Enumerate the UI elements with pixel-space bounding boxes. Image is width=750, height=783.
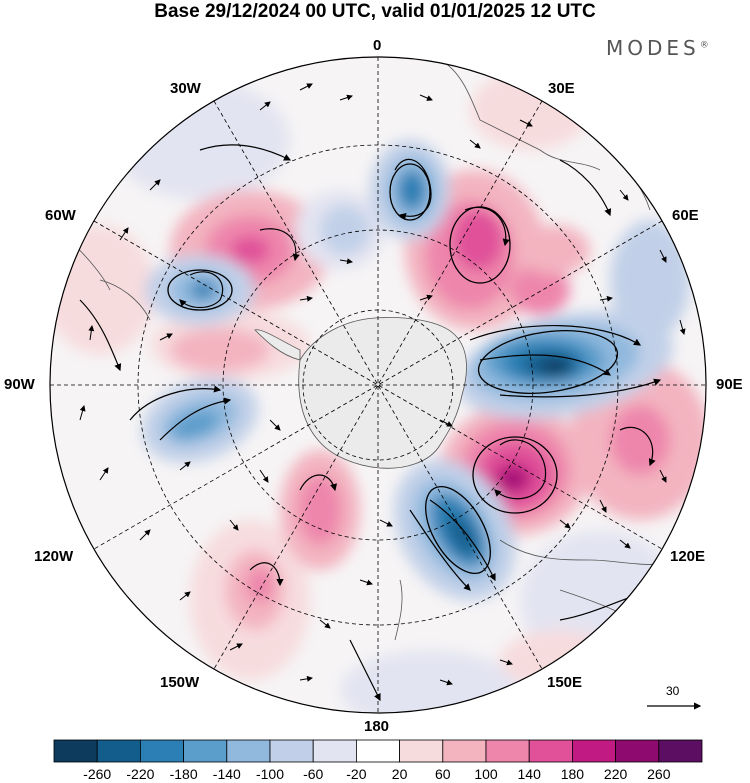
colorbar-tick-label: 100 (474, 766, 498, 782)
lon-label-90w: 90W (4, 376, 35, 393)
colorbar-swatch (269, 739, 314, 763)
colorbar-tick-label: -180 (169, 766, 198, 782)
colorbar-swatch (615, 739, 660, 763)
colorbar-tick-label: 220 (603, 766, 628, 782)
lon-label-180: 180 (364, 718, 390, 735)
colorbar-tick-label: -140 (212, 766, 241, 782)
colorbar-tick-label: -60 (303, 766, 324, 782)
colorbar-tick-label: -220 (126, 766, 155, 782)
colorbar-swatch (442, 739, 487, 763)
modes-logo: MODES® (606, 36, 709, 60)
colorbar-tick-label: -260 (83, 766, 112, 782)
colorbar-tick-label: 60 (435, 766, 451, 782)
colorbar-swatch (53, 739, 98, 763)
colorbar-swatch (355, 739, 400, 763)
colorbar (53, 739, 703, 763)
colorbar-tick-label: 180 (560, 766, 585, 782)
colorbar-swatch (226, 739, 271, 763)
streamlines (79, 144, 662, 702)
colorbar-tick-label: 20 (391, 766, 408, 782)
colorbar-swatch (658, 739, 703, 763)
colorbar-tick-label: -20 (346, 766, 367, 782)
lon-label-0: 0 (373, 37, 382, 54)
lon-label-60w: 60W (45, 207, 76, 224)
colorbar-swatch (139, 739, 184, 763)
colorbar-swatch (183, 739, 228, 763)
lon-label-30e: 30E (548, 80, 575, 97)
wind-vectors (79, 83, 686, 686)
reference-vector-label: 30 (666, 684, 680, 698)
colorbar-swatch (399, 739, 444, 763)
colorbar-tick-label: 140 (517, 766, 541, 782)
colorbar-swatch (572, 739, 617, 763)
colorbar-swatch (312, 739, 357, 763)
lon-label-30w: 30W (170, 80, 201, 97)
colorbar-swatch (528, 739, 573, 763)
colorbar-tick-label: -100 (255, 766, 285, 782)
contour-lines (167, 163, 619, 575)
colorbar-swatch (96, 739, 141, 763)
lon-label-60e: 60E (672, 207, 699, 224)
map-title: Base 29/12/2024 00 UTC, valid 01/01/2025… (154, 1, 596, 22)
lon-label-120w: 120W (34, 548, 74, 565)
lon-label-120e: 120E (670, 548, 706, 565)
colorbar-tick-label: 260 (647, 766, 671, 782)
lon-label-150e: 150E (547, 674, 583, 691)
graticule (50, 57, 706, 713)
map-boundary (49, 56, 707, 714)
colorbar-swatch (485, 739, 530, 763)
lon-label-90e: 90E (716, 376, 743, 393)
lon-label-150w: 150W (160, 674, 200, 691)
